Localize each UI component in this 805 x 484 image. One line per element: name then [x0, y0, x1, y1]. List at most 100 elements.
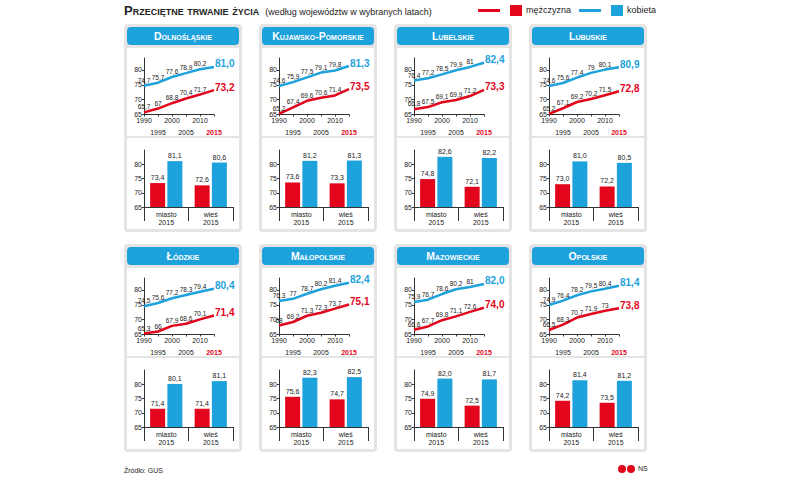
svg-text:miasto: miasto [561, 431, 582, 438]
svg-text:1990: 1990 [406, 117, 422, 124]
svg-text:2010: 2010 [192, 337, 208, 344]
svg-text:2000: 2000 [299, 337, 315, 344]
svg-text:miasto: miasto [291, 211, 312, 218]
svg-text:80,1: 80,1 [168, 375, 182, 382]
svg-text:79,9: 79,9 [450, 61, 463, 68]
svg-text:80,9: 80,9 [620, 59, 640, 70]
svg-text:80,2: 80,2 [450, 280, 463, 287]
svg-text:80: 80 [134, 161, 142, 168]
svg-text:76,7: 76,7 [422, 291, 435, 298]
svg-text:75,6: 75,6 [557, 74, 570, 81]
svg-text:65,7: 65,7 [138, 103, 151, 110]
svg-text:77,6: 77,6 [166, 68, 179, 75]
svg-text:wieś: wieś [608, 431, 624, 438]
svg-text:70: 70 [269, 189, 277, 196]
svg-text:2005: 2005 [448, 349, 464, 356]
svg-text:80: 80 [539, 381, 547, 388]
svg-text:wieś: wieś [338, 211, 354, 218]
svg-text:75: 75 [269, 395, 277, 402]
svg-text:82,6: 82,6 [438, 148, 452, 155]
svg-text:wieś: wieś [203, 431, 219, 438]
svg-text:80: 80 [134, 66, 142, 73]
svg-text:72,1: 72,1 [465, 178, 479, 185]
svg-text:72,6: 72,6 [464, 303, 477, 310]
svg-text:67,5: 67,5 [422, 98, 435, 105]
svg-text:2015: 2015 [563, 439, 579, 446]
svg-text:73,0: 73,0 [556, 175, 570, 182]
svg-text:67,4: 67,4 [287, 98, 300, 105]
svg-text:74,6: 74,6 [273, 77, 286, 84]
svg-text:69,2: 69,2 [571, 93, 584, 100]
svg-text:2015: 2015 [293, 439, 309, 446]
svg-text:80: 80 [269, 381, 277, 388]
svg-text:1995: 1995 [555, 129, 571, 136]
svg-text:75,6: 75,6 [286, 388, 300, 395]
svg-text:81,7: 81,7 [483, 370, 497, 377]
svg-text:80: 80 [269, 66, 277, 73]
svg-text:78,2: 78,2 [571, 286, 584, 293]
svg-text:66,6: 66,6 [408, 321, 421, 328]
svg-text:74,5: 74,5 [138, 297, 151, 304]
svg-text:81,1: 81,1 [213, 372, 227, 379]
svg-text:1995: 1995 [285, 129, 301, 136]
svg-text:2010: 2010 [327, 117, 343, 124]
svg-text:65: 65 [269, 204, 277, 211]
svg-text:80: 80 [539, 286, 547, 293]
svg-text:82,5: 82,5 [348, 368, 362, 375]
svg-text:80: 80 [404, 161, 412, 168]
svg-text:71,4: 71,4 [215, 307, 235, 318]
svg-text:2015: 2015 [338, 439, 354, 446]
svg-text:70: 70 [539, 96, 547, 103]
svg-text:76,3: 76,3 [273, 292, 286, 299]
svg-text:82,0: 82,0 [438, 370, 452, 377]
svg-text:79,4: 79,4 [194, 283, 207, 290]
svg-text:2015: 2015 [608, 219, 624, 226]
svg-text:2015: 2015 [206, 349, 222, 356]
svg-text:81,0: 81,0 [215, 58, 235, 69]
svg-text:2015: 2015 [338, 219, 354, 226]
svg-text:2015: 2015 [611, 129, 627, 136]
svg-text:70: 70 [134, 189, 142, 196]
svg-text:74,0: 74,0 [485, 299, 505, 310]
svg-text:2015: 2015 [563, 219, 579, 226]
svg-text:2015: 2015 [428, 439, 444, 446]
svg-text:77: 77 [289, 290, 297, 297]
svg-text:78,5: 78,5 [436, 65, 449, 72]
svg-text:81: 81 [466, 58, 474, 65]
svg-text:65: 65 [269, 424, 277, 431]
svg-text:80: 80 [134, 381, 142, 388]
svg-text:81,2: 81,2 [303, 152, 317, 159]
svg-text:70: 70 [269, 409, 277, 416]
svg-text:70: 70 [404, 409, 412, 416]
svg-text:73,8: 73,8 [620, 300, 640, 311]
svg-text:72,3: 72,3 [315, 304, 328, 311]
svg-text:78,7: 78,7 [301, 285, 314, 292]
svg-text:80,2: 80,2 [194, 60, 207, 67]
svg-text:2010: 2010 [327, 337, 343, 344]
svg-text:76,4: 76,4 [557, 292, 570, 299]
svg-text:70: 70 [134, 316, 142, 323]
svg-text:81,3: 81,3 [350, 58, 370, 69]
svg-text:82,0: 82,0 [485, 275, 505, 286]
svg-text:78,3: 78,3 [180, 286, 193, 293]
svg-text:73,7: 73,7 [329, 300, 342, 307]
svg-text:72,8: 72,8 [620, 83, 640, 94]
svg-text:1990: 1990 [136, 117, 152, 124]
svg-text:80: 80 [269, 161, 277, 168]
svg-text:2005: 2005 [583, 349, 599, 356]
svg-text:1990: 1990 [271, 337, 287, 344]
svg-text:73,4: 73,4 [151, 174, 165, 181]
svg-text:72,5: 72,5 [465, 397, 479, 404]
svg-text:70,6: 70,6 [315, 89, 328, 96]
svg-text:70: 70 [539, 409, 547, 416]
svg-text:2015: 2015 [611, 349, 627, 356]
svg-text:70,7: 70,7 [571, 309, 584, 316]
svg-text:2010: 2010 [462, 117, 478, 124]
svg-text:wieś: wieś [608, 211, 624, 218]
svg-text:73,2: 73,2 [215, 82, 235, 93]
svg-text:wieś: wieś [338, 431, 354, 438]
svg-text:81,0: 81,0 [573, 152, 587, 159]
svg-text:miasto: miasto [426, 211, 447, 218]
svg-text:80,4: 80,4 [215, 280, 235, 291]
svg-text:71,9: 71,9 [585, 305, 598, 312]
